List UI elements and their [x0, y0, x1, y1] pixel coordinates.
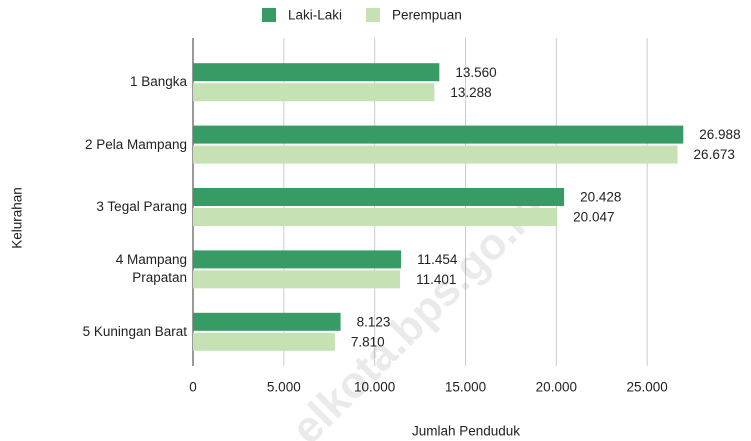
bar [193, 145, 678, 164]
bar [193, 250, 402, 269]
legend-swatch [366, 8, 381, 22]
x-tick-label: 20.000 [536, 380, 577, 395]
legend-label: Perempuan [392, 8, 462, 23]
x-tick-label: 10.000 [354, 380, 395, 395]
data-label: 26.988 [699, 127, 740, 142]
bar [193, 83, 435, 102]
bar [193, 208, 558, 226]
data-label: 20.047 [573, 210, 614, 225]
bar [193, 270, 401, 289]
x-axis-title: Jumlah Penduduk [412, 424, 520, 439]
x-tick-label: 0 [189, 380, 197, 395]
data-label: 11.454 [417, 252, 458, 267]
data-label: 13.288 [450, 85, 491, 100]
bar [193, 312, 341, 331]
legend-label: Laki-Laki [288, 8, 342, 23]
x-tick-label: 15.000 [445, 380, 486, 395]
data-label: 26.673 [694, 147, 735, 162]
x-tick-label: 5.000 [267, 380, 301, 395]
bar [193, 332, 335, 351]
y-tick-label: 2 Pela Mampang [84, 136, 187, 152]
data-label: 11.401 [416, 272, 456, 287]
y-tick-label: 3 Tegal Parang [96, 199, 187, 214]
bar [193, 125, 684, 144]
bar [193, 63, 440, 82]
x-tick-label: 25.000 [627, 380, 668, 395]
y-tick-label: 1 Bangka [129, 74, 187, 90]
y-tick-label: 5 Kuningan Barat [82, 323, 187, 339]
data-label: 20.428 [580, 190, 621, 205]
data-label: 13.560 [455, 65, 496, 80]
y-tick-label: 4 Mampang Prapatan [115, 252, 187, 286]
y-axis-title: Kelurahan [10, 187, 25, 249]
data-label: 7.810 [351, 334, 385, 349]
data-label: 8.123 [357, 314, 391, 329]
legend-swatch [262, 8, 276, 22]
bar [193, 188, 565, 206]
